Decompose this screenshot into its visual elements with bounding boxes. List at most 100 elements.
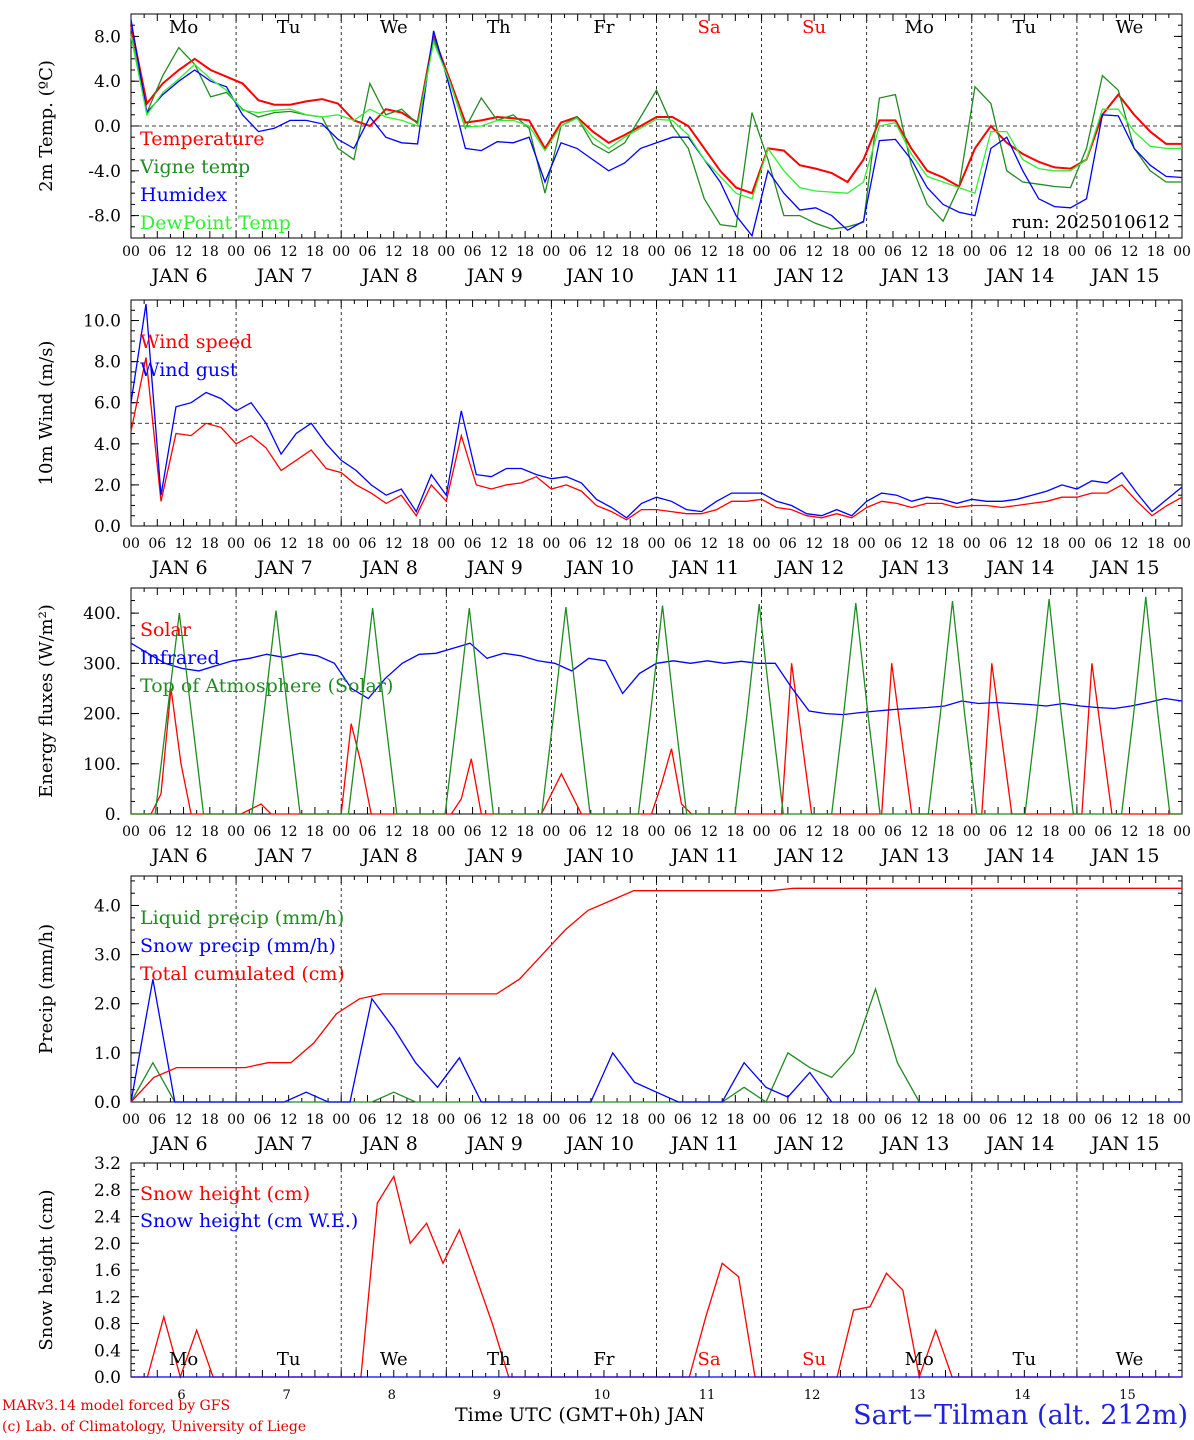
hour-tick-label: 00 (753, 824, 771, 840)
y-tick-label: 3.0 (94, 946, 121, 966)
station-name: Sart−Tilman (alt. 212m) (853, 1400, 1188, 1431)
date-label: JAN 12 (774, 557, 844, 579)
hour-tick-label: 00 (1068, 824, 1086, 840)
hour-tick-label: 00 (1068, 1112, 1086, 1128)
y-axis-title: 10m Wind (m/s) (36, 341, 57, 486)
panel-wind: 0.0 2.0 4.0 6.0 8.0 10.0 10m Wind (m/s) Wind sp… (36, 299, 1191, 579)
hour-tick-label: 18 (1042, 536, 1060, 552)
hour-tick-label: 18 (516, 244, 534, 260)
hour-tick-label: 06 (359, 536, 377, 552)
hour-tick-label: 06 (779, 536, 797, 552)
y-tick-label: 0.4 (94, 1341, 121, 1361)
hour-tick-label: 12 (385, 824, 403, 840)
legend-entry: Snow height (cm W.E.) (140, 1210, 358, 1232)
hour-tick-label: 12 (280, 536, 298, 552)
hour-tick-label: 18 (306, 244, 324, 260)
y-tick-label: 300. (83, 654, 121, 674)
hour-tick-label: 18 (1042, 244, 1060, 260)
hour-tick-label: 12 (1015, 1112, 1033, 1128)
hour-tick-label: 12 (175, 244, 193, 260)
hour-tick-label: 18 (937, 244, 955, 260)
date-label: JAN 11 (669, 845, 739, 867)
day-number-label: 15 (1119, 1388, 1136, 1403)
hour-tick-label: 18 (832, 244, 850, 260)
y-tick-label: -8.0 (88, 207, 121, 227)
hour-tick-label: 06 (884, 824, 902, 840)
date-label: JAN 7 (255, 845, 313, 867)
legend-entry: Snow height (cm) (140, 1183, 310, 1205)
y-tick-label: 3.2 (94, 1154, 121, 1174)
hour-tick-label: 00 (648, 244, 666, 260)
hour-tick-label: 00 (858, 824, 876, 840)
y-tick-label: 2.0 (94, 995, 121, 1015)
hour-tick-label: 06 (569, 1112, 587, 1128)
y-tick-label: 2.0 (94, 1234, 121, 1254)
hour-tick-label: 06 (464, 824, 482, 840)
date-label: JAN 7 (255, 265, 313, 287)
hour-tick-label: 06 (989, 1112, 1007, 1128)
date-label: JAN 14 (984, 845, 1054, 867)
y-tick-label: 4.0 (94, 896, 121, 916)
day-name-label: Th (487, 1349, 511, 1370)
hour-tick-label: 18 (621, 244, 639, 260)
date-label: JAN 12 (774, 845, 844, 867)
y-tick-label: 1.0 (94, 1044, 121, 1064)
run-label: run: 2025010612 (1012, 212, 1170, 233)
day-number-label: 11 (699, 1388, 716, 1403)
hour-tick-label: 12 (595, 244, 613, 260)
hour-tick-label: 00 (1173, 536, 1191, 552)
hour-tick-label: 06 (148, 824, 166, 840)
date-label: JAN 8 (360, 265, 418, 287)
day-name-label: Tu (277, 17, 301, 38)
y-tick-label: 8.0 (94, 353, 121, 373)
date-label: JAN 15 (1089, 557, 1159, 579)
series-line-wind-gust (130, 304, 1183, 519)
y-tick-label: 2.4 (94, 1208, 121, 1228)
legend-entry: Snow precip (mm/h) (140, 935, 336, 957)
hour-tick-label: 18 (306, 536, 324, 552)
hour-tick-label: 18 (516, 824, 534, 840)
hour-tick-label: 06 (569, 536, 587, 552)
hour-tick-label: 06 (674, 244, 692, 260)
hour-tick-label: 18 (832, 824, 850, 840)
hour-tick-label: 12 (1015, 244, 1033, 260)
hour-tick-label: 18 (621, 824, 639, 840)
hour-tick-label: 00 (858, 1112, 876, 1128)
day-name-label: Tu (277, 1349, 301, 1370)
hour-tick-label: 18 (201, 536, 219, 552)
hour-tick-label: 12 (910, 244, 928, 260)
hour-tick-label: 18 (1147, 1112, 1165, 1128)
hour-tick-label: 12 (490, 824, 508, 840)
day-name-label: Su (802, 17, 826, 38)
hour-tick-label: 12 (700, 1112, 718, 1128)
date-label: JAN 7 (255, 1133, 313, 1155)
hour-tick-label: 06 (779, 244, 797, 260)
hour-tick-label: 12 (805, 824, 823, 840)
y-axis-title: Precip (mm/h) (36, 924, 57, 1054)
hour-tick-label: 12 (910, 824, 928, 840)
hour-tick-label: 12 (805, 536, 823, 552)
hour-tick-label: 00 (332, 824, 350, 840)
day-name-label: We (1116, 1349, 1144, 1370)
day-number-label: 13 (909, 1388, 926, 1403)
hour-tick-label: 12 (175, 824, 193, 840)
hour-tick-label: 06 (464, 536, 482, 552)
hour-tick-label: 00 (963, 536, 981, 552)
date-label: JAN 6 (150, 1133, 208, 1155)
hour-tick-label: 00 (648, 824, 666, 840)
hour-tick-label: 06 (569, 824, 587, 840)
hour-tick-label: 18 (201, 1112, 219, 1128)
date-label: JAN 11 (669, 1133, 739, 1155)
day-name-label: Mo (169, 1349, 198, 1370)
hour-tick-label: 12 (805, 1112, 823, 1128)
day-number-label: 8 (388, 1388, 396, 1403)
y-tick-label: 1.6 (94, 1261, 121, 1281)
y-tick-label: 4.0 (94, 72, 121, 92)
hour-tick-label: 12 (595, 536, 613, 552)
day-name-label: We (380, 1349, 408, 1370)
hour-tick-label: 18 (621, 536, 639, 552)
hour-tick-label: 00 (227, 1112, 245, 1128)
hour-tick-label: 00 (1068, 536, 1086, 552)
day-number-label: 10 (594, 1388, 611, 1403)
hour-tick-label: 06 (464, 244, 482, 260)
